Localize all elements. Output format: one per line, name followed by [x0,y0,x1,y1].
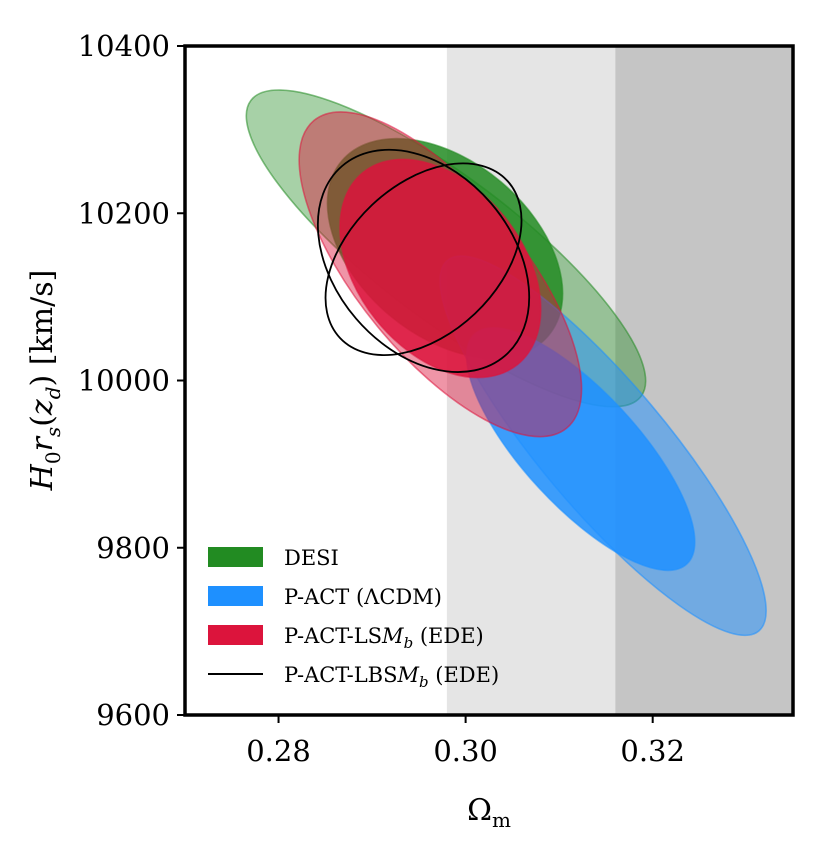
y-tick-label: 9800 [96,531,170,565]
y-axis-part: ) [km/s] [25,270,60,387]
x-axis-title: Ωm [467,793,511,832]
y-axis-part: z [25,399,60,416]
legend-label-4: P-ACT-LBSMb (EDE) [284,663,499,691]
y-tick-label: 10200 [78,196,170,230]
legend-label-text: P-ACT-LS [284,624,382,648]
legend-swatch-1 [208,547,263,567]
legend-label-math: M [381,624,404,648]
y-axis-part: r [25,435,60,451]
y-axis-part: s [41,427,65,437]
y-tick-label: 9600 [96,698,170,732]
legend-label-math: M [396,663,419,687]
legend-swatch-3 [208,625,263,645]
y-axis-title: H0rs(zd) [km/s] [25,270,65,492]
y-axis-part: d [41,386,65,399]
legend-label-text: DESI [284,546,339,570]
contour-p-act-lbs-2sigma [316,148,531,373]
y-axis-part: H [25,463,60,491]
contour-p-act-lbs-1sigma [324,162,523,356]
legend-label-math-sub: b [404,634,414,652]
contour-p-act-ls-1sigma [339,158,542,379]
x-tick-label: 0.28 [246,734,311,768]
legend-label-text: P-ACT-LBS [284,663,397,687]
legend-swatch-2 [208,586,263,606]
x-tick-label: 0.32 [620,734,685,768]
contours [245,89,767,637]
y-tick-label: 10000 [78,364,170,398]
y-axis-part: 0 [41,451,65,464]
legend-label-text: P-ACT (ΛCDM) [284,585,442,609]
y-tick-label: 10400 [78,29,170,63]
x-tick-label: 0.30 [433,734,498,768]
legend-label-math-sub: b [419,673,429,691]
legend-label-suffix: (EDE) [413,624,484,648]
x-axis-subscript: m [492,808,511,832]
legend-label-suffix: (EDE) [429,663,500,687]
x-axis-symbol: Ω [467,793,492,828]
legend-label-3: P-ACT-LSMb (EDE) [284,624,484,652]
legend-label-2: P-ACT (ΛCDM) [284,585,442,609]
legend-label-1: DESI [284,546,339,570]
y-axis-part: ( [25,415,60,427]
axes: 0.28 0.30 0.32 9600 9800 10000 10200 10400 [78,29,795,768]
